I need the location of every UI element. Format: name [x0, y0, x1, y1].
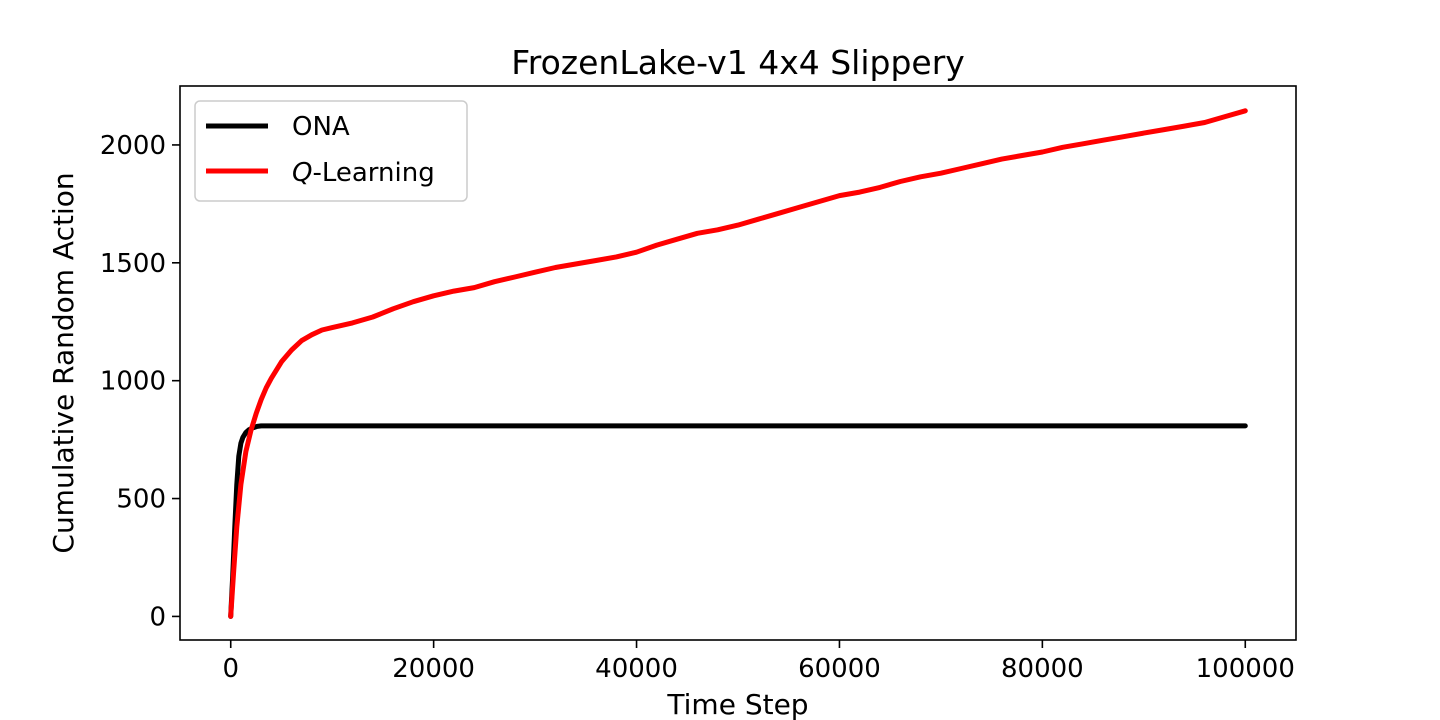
- y-axis-label: Cumulative Random Action: [47, 172, 80, 553]
- x-tick-label: 100000: [1196, 654, 1295, 684]
- legend-label-ona: ONA: [292, 112, 350, 142]
- ona-line: [228, 423, 1248, 619]
- series-lines: [228, 108, 1248, 619]
- y-tick-label: 1500: [100, 249, 166, 279]
- plot-area-frame: [179, 85, 1297, 641]
- y-tick-label: 1000: [100, 367, 166, 397]
- x-tick-label: 20000: [392, 654, 475, 684]
- axis-ticks: 0 20000 40000 60000 80000 100000 0 500 1000 1500 2…: [100, 131, 1295, 684]
- legend-label-q-italic: Q: [292, 158, 312, 188]
- x-tick-label: 40000: [595, 654, 678, 684]
- x-tick-label: 0: [222, 654, 239, 684]
- q-learning-line: [228, 108, 1248, 619]
- legend-label-q-learning: Q-Learning: [292, 158, 435, 188]
- chart-title: FrozenLake-v1 4x4 Slippery: [511, 43, 965, 82]
- y-tick-label: 0: [149, 602, 166, 632]
- x-tick-label: 80000: [1001, 654, 1084, 684]
- legend-label-q-rest: -Learning: [312, 158, 434, 188]
- legend: ONA Q-Learning: [194, 100, 468, 202]
- y-tick-label: 2000: [100, 131, 166, 161]
- x-tick-label: 60000: [798, 654, 881, 684]
- x-axis-label: Time Step: [666, 688, 808, 720]
- y-tick-label: 500: [116, 485, 166, 515]
